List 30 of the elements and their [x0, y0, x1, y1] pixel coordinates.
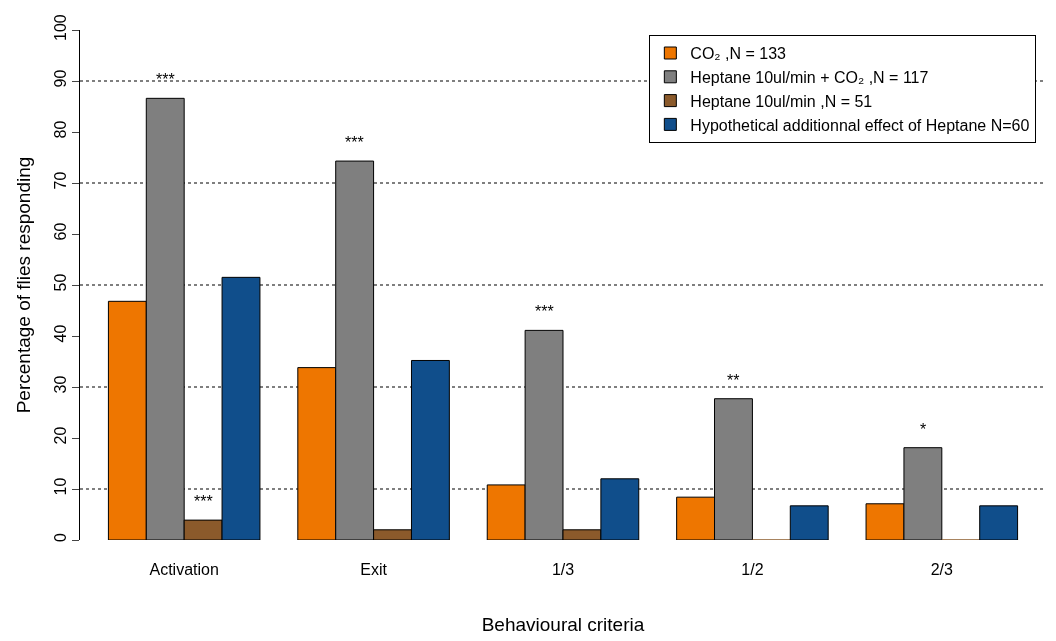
x-tick-label: Exit: [360, 561, 388, 578]
x-tick-label: Activation: [149, 561, 219, 578]
legend-label: CO₂ ,N = 133: [690, 45, 787, 63]
y-tick-label: 90: [51, 69, 69, 88]
bar: [789, 505, 829, 540]
annotation: ***: [535, 303, 554, 320]
x-tick-label: 2/3: [930, 561, 954, 578]
annotation: ***: [194, 493, 213, 510]
annotation: ***: [156, 71, 175, 88]
y-tick-label: 60: [51, 222, 69, 241]
y-tick-label: 30: [51, 375, 69, 394]
y-tick-label: 10: [51, 477, 69, 496]
x-axis-title: Behavioural criteria: [481, 613, 645, 635]
y-tick-label: 20: [51, 426, 69, 445]
y-tick-label: 100: [51, 14, 69, 41]
bar: [979, 505, 1019, 540]
annotation: *: [920, 421, 927, 438]
y-tick-label: 50: [51, 273, 69, 292]
y-tick-label: 0: [51, 533, 69, 543]
legend-label: Hypothetical additionnal effect of Heptane N=60: [690, 116, 1030, 134]
x-tick-label: 1/3: [551, 561, 575, 578]
y-tick-label: 40: [51, 324, 69, 343]
annotation: **: [727, 372, 740, 389]
y-tick-label: 80: [51, 120, 69, 139]
legend-label: Heptane 10ul/min ,N = 51: [690, 92, 873, 110]
y-tick-label: 70: [51, 171, 69, 190]
annotation: ***: [345, 134, 364, 151]
y-axis-title: Percentage of flies responding: [13, 156, 35, 414]
x-tick-label: 1/2: [741, 561, 764, 578]
legend-label: Heptane 10ul/min + CO₂ ,N = 117: [690, 69, 929, 87]
